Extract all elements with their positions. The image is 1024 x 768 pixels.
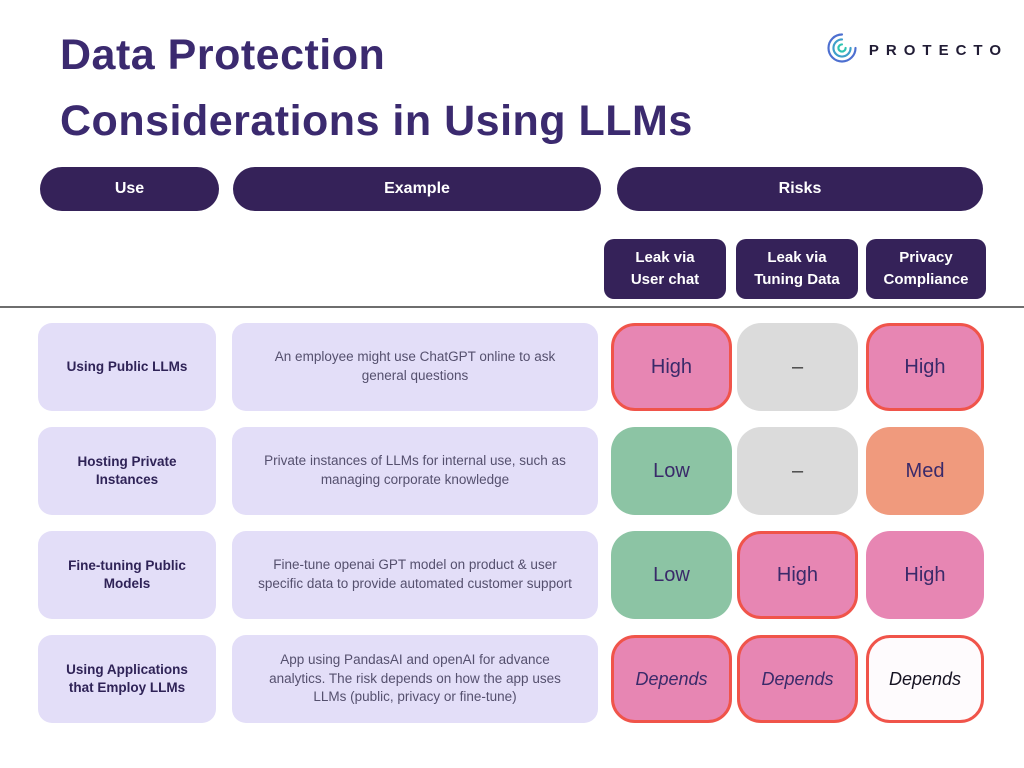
risk-subheader-privacy-compliance: Privacy Compliance — [866, 239, 986, 299]
use-cell: Hosting Private Instances — [38, 427, 216, 515]
table-row: Using Applications that Employ LLMs App … — [0, 635, 1024, 723]
risk-badge: Low — [611, 427, 732, 515]
table-row: Hosting Private Instances Private instan… — [0, 427, 1024, 515]
page-title: Data Protection Considerations in Using … — [60, 22, 693, 154]
page-title-line1: Data Protection — [60, 31, 386, 79]
risk-badge: Depends — [737, 635, 858, 723]
column-header-risks: Risks — [617, 167, 983, 211]
risk-badge: Depends — [866, 635, 984, 723]
risk-subheader-leak-user-chat: Leak via User chat — [604, 239, 726, 299]
column-header-example: Example — [233, 167, 601, 211]
column-header-use: Use — [40, 167, 219, 211]
protecto-logo: PROTECTO — [824, 30, 1008, 71]
page-title-line2: Considerations in Using LLMs — [60, 97, 693, 145]
risk-badge: High — [737, 531, 858, 619]
header-divider — [0, 306, 1024, 308]
example-cell: App using PandasAI and openAI for advanc… — [232, 635, 598, 723]
risk-badge: High — [611, 323, 732, 411]
risk-badge: High — [866, 323, 984, 411]
risk-badge: – — [737, 427, 858, 515]
example-cell: Fine-tune openai GPT model on product & … — [232, 531, 598, 619]
risk-badge: – — [737, 323, 858, 411]
example-cell: Private instances of LLMs for internal u… — [232, 427, 598, 515]
protecto-logo-icon — [824, 30, 860, 71]
table-row: Using Public LLMs An employee might use … — [0, 323, 1024, 411]
risk-subheader-leak-tuning-data: Leak via Tuning Data — [736, 239, 858, 299]
risk-badge: High — [866, 531, 984, 619]
risk-badge: Low — [611, 531, 732, 619]
protecto-logo-text: PROTECTO — [868, 42, 1008, 59]
use-cell: Using Public LLMs — [38, 323, 216, 411]
risk-badge: Med — [866, 427, 984, 515]
table-row: Fine-tuning Public Models Fine-tune open… — [0, 531, 1024, 619]
use-cell: Fine-tuning Public Models — [38, 531, 216, 619]
example-cell: An employee might use ChatGPT online to … — [232, 323, 598, 411]
use-cell: Using Applications that Employ LLMs — [38, 635, 216, 723]
risk-badge: Depends — [611, 635, 732, 723]
